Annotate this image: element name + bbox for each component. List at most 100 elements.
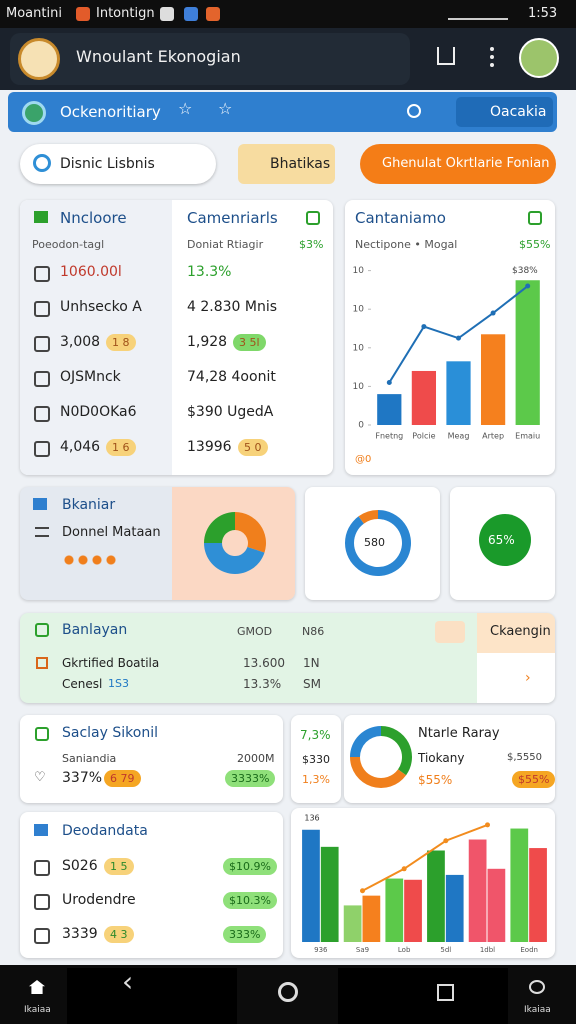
band-cell: Cenesl: [62, 677, 103, 691]
chip-icon: [33, 154, 51, 172]
row-value: OJSMnck: [60, 369, 121, 385]
band-arrow[interactable]: ›: [525, 670, 531, 686]
band-tag: 1S3: [108, 677, 129, 690]
tab-title: Ockenoritiary: [60, 103, 161, 121]
row-icon: [34, 894, 50, 910]
chip-label[interactable]: Bhatikas: [270, 156, 331, 172]
row-value: 1,928: [187, 334, 228, 350]
row-icon: [34, 371, 50, 387]
band-cell: SM: [303, 677, 321, 691]
search-button[interactable]: [407, 104, 421, 118]
search-chip[interactable]: [20, 144, 216, 184]
chart-subtitle: Nectipone • Mogal: [355, 238, 458, 251]
tab-button[interactable]: [456, 97, 553, 127]
row-value: 1060.00l: [60, 264, 122, 280]
icon: ♡: [34, 770, 46, 785]
row-badge: 1 5: [104, 858, 134, 875]
nav-slot: [338, 968, 508, 1024]
icon: [35, 623, 49, 637]
card-title: Nncloore: [60, 209, 127, 227]
icon: [306, 211, 320, 225]
card-title: Deodandata: [62, 823, 148, 839]
card-title: Bkaniar: [62, 497, 116, 513]
row-value: Urodendre: [62, 892, 136, 908]
row-badge: 1 8: [106, 334, 136, 351]
band-cell: 1N: [303, 656, 320, 670]
recents-button[interactable]: [437, 984, 454, 1001]
chart-top-label: $38%: [512, 266, 538, 276]
chart-footnote: @0: [355, 454, 372, 465]
share-button[interactable]: [437, 47, 455, 65]
row-badge: 5 0: [238, 439, 268, 456]
icon: [36, 657, 48, 669]
row-value: S026: [62, 858, 98, 874]
chip[interactable]: [238, 144, 335, 184]
card-title: Ntarle Raray: [418, 726, 500, 741]
status-icons: [448, 8, 508, 20]
row-icon: [34, 860, 50, 876]
band-button-label[interactable]: Ckaengin: [490, 624, 551, 639]
app-title: Wnoulant Ekonogian: [76, 47, 241, 66]
row-tag: $10.3%: [223, 892, 277, 909]
row-tag: $10.9%: [223, 858, 277, 875]
status-app: Moantini: [6, 6, 62, 21]
band-icon[interactable]: [435, 621, 465, 643]
icon: [34, 211, 48, 223]
nav-slot: [67, 968, 237, 1024]
chip-label[interactable]: Ghenulat Okrtlarie Fonian: [382, 156, 550, 171]
chip-label[interactable]: Disnic Lisbnis: [60, 156, 155, 172]
row-icon: [34, 266, 50, 282]
card-tag: $3%: [299, 238, 324, 251]
row-icon: [34, 928, 50, 944]
row-badge: 1 6: [106, 439, 136, 456]
card-title: Saclay Sikonil: [62, 725, 158, 741]
icon: [34, 824, 48, 836]
tab-button-label[interactable]: Oacakia: [490, 104, 547, 120]
status-time: 1:53: [528, 6, 558, 21]
mini-value: 7,3%: [300, 728, 331, 742]
card-subtitle: Poeodon-tagl: [32, 238, 105, 251]
row-icon: [34, 301, 50, 317]
star-icon[interactable]: ☆: [178, 99, 193, 118]
chip[interactable]: [360, 144, 556, 184]
home-nav-button[interactable]: [278, 982, 298, 1002]
nav-label[interactable]: Ikaiaa: [524, 1005, 551, 1015]
icon: [35, 527, 49, 537]
pie-panel: [172, 487, 295, 600]
row-icon: [34, 441, 50, 457]
icon: [528, 211, 542, 225]
band-column: GMOD: [237, 625, 273, 638]
stats-right: 2000M: [237, 752, 275, 765]
row-value: 4,046: [60, 439, 101, 455]
status-bar: [0, 0, 576, 28]
donut-label: 580: [364, 536, 385, 549]
row-value: 74,28 4oonit: [187, 369, 276, 385]
menu-button[interactable]: [490, 47, 494, 67]
donut-value: $55%: [418, 773, 453, 787]
status-icon: [206, 7, 220, 21]
back-button[interactable]: ‹: [122, 965, 134, 998]
band-column: N86: [302, 625, 325, 638]
badge-circle: [479, 514, 531, 566]
icon: [33, 498, 47, 510]
band-cell: 13.600: [243, 656, 285, 670]
nav-label[interactable]: Ikaiaa: [24, 1005, 51, 1015]
app-logo: [18, 38, 60, 80]
home-button[interactable]: [29, 980, 45, 994]
star-icon[interactable]: ☆: [218, 99, 233, 118]
band-action[interactable]: [477, 653, 555, 703]
row-value: 3339: [62, 926, 98, 942]
status-icon: [184, 7, 198, 21]
row-value: N0D0OKa6: [60, 404, 137, 420]
nav-icon[interactable]: [529, 980, 545, 994]
row-value: 13.3%: [187, 264, 232, 280]
card-subtitle: Tiokany: [418, 751, 465, 765]
card-title: Camenriarls: [187, 209, 278, 227]
row-icon: [34, 406, 50, 422]
band-cell: 13.3%: [243, 677, 282, 691]
row-value: 4 2.830 Mnis: [187, 299, 278, 315]
band-button[interactable]: [477, 613, 555, 653]
avatar[interactable]: [519, 38, 559, 78]
band-cell: Gkrtified Boatila: [62, 656, 160, 670]
